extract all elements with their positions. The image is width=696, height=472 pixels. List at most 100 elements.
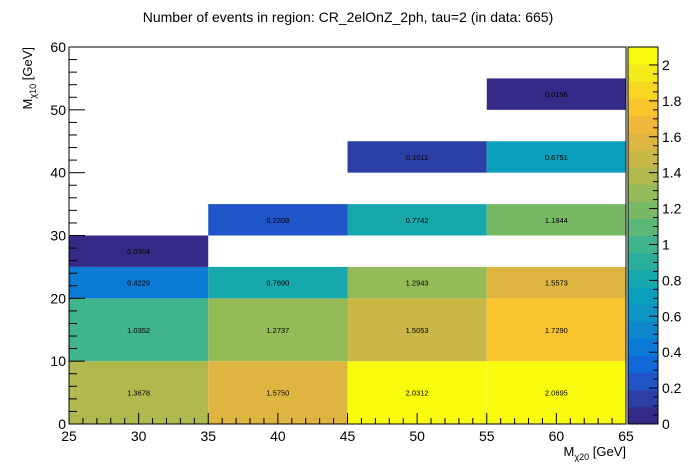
x-tick-label: 40 <box>270 428 286 444</box>
heatmap-cell-label: 1.5053 <box>406 326 429 335</box>
x-axis-title-unit: [GeV] <box>589 444 626 459</box>
color-scale-band <box>628 47 658 65</box>
heatmap-cell-label: 1.2943 <box>406 279 429 288</box>
heatmap-cell <box>208 298 348 362</box>
color-scale-band <box>628 64 658 82</box>
color-scale-band <box>628 321 658 339</box>
color-scale-axis: 0 0.2 0.4 0.6 0.8 1 1.2 1.4 1.6 1.8 2 <box>649 57 682 432</box>
heatmap-cell-label: 0.7742 <box>406 216 429 225</box>
color-scale-band <box>628 252 658 271</box>
color-scale-tick-label: 1.4 <box>662 165 682 181</box>
y-tick-label: 0 <box>58 416 66 432</box>
x-axis-title: Mχ20 [GeV] <box>564 444 626 462</box>
y-tick-label: 30 <box>50 228 66 244</box>
heatmap-cell-label: 0.1011 <box>406 153 428 162</box>
x-axis-title-sub: χ20 <box>574 452 589 462</box>
color-scale-tick-label: 1.6 <box>662 129 682 145</box>
heatmap-cell <box>486 298 626 362</box>
x-tick-label: 25 <box>61 428 77 444</box>
svg-text:Mχ10 [GeV]: Mχ10 [GeV] <box>20 47 38 109</box>
heatmap-cell <box>486 266 626 299</box>
x-tick-label: 35 <box>200 428 216 444</box>
color-scale-tick-label: 1.2 <box>662 201 682 217</box>
y-axis-title-sub: χ10 <box>28 84 38 99</box>
heatmap-cell-label: 1.1844 <box>545 216 568 225</box>
heatmap-cell-label: 1.5750 <box>266 389 289 398</box>
heatmap-cell-label: 1.5573 <box>545 279 568 288</box>
color-scale-band <box>628 304 658 322</box>
x-tick-label: 30 <box>131 428 147 444</box>
heatmap-cell-label: 0.7690 <box>266 279 289 288</box>
heatmap-cell-label: 0.4229 <box>127 279 150 288</box>
heatmap-cell <box>347 298 487 362</box>
svg-text:Mχ20 [GeV]: Mχ20 [GeV] <box>564 444 626 462</box>
color-scale-band <box>628 98 658 117</box>
heatmap-cell-label: 1.7290 <box>545 326 568 335</box>
heatmap-cell <box>347 266 487 299</box>
y-tick-label: 60 <box>50 39 66 55</box>
heatmap-cell-label: 0.0304 <box>127 247 150 256</box>
heatmap-cell-label: 0.0196 <box>545 90 568 99</box>
color-scale-tick-label: 1.8 <box>662 93 682 109</box>
heatmap-cell <box>486 78 626 110</box>
color-scale-band <box>628 166 658 185</box>
heatmap-cells <box>69 78 626 424</box>
heatmap-cell <box>208 266 348 299</box>
x-tick-label: 55 <box>479 428 495 444</box>
y-tick-label: 50 <box>50 102 66 118</box>
heatmap-cell <box>347 204 487 236</box>
heatmap-cell-label: 2.0312 <box>406 389 429 398</box>
y-axis-title: Mχ10 [GeV] <box>20 47 38 109</box>
color-scale-band <box>628 184 658 202</box>
color-scale-band <box>628 218 658 236</box>
heatmap-cell <box>69 266 209 299</box>
y-tick-label: 10 <box>50 353 66 369</box>
color-scale-band <box>628 269 658 288</box>
color-scale-band <box>628 389 658 408</box>
color-scale-tick-label: 1 <box>662 236 670 252</box>
y-axis: 0 10 20 30 40 50 60 <box>50 39 85 432</box>
heatmap-cell-label: 1.0352 <box>127 326 150 335</box>
x-tick-label: 45 <box>340 428 356 444</box>
color-scale-tick-label: 0.2 <box>662 380 682 396</box>
heatmap-cell <box>347 141 487 173</box>
color-scale-band <box>628 235 658 254</box>
heatmap-cell <box>486 141 626 173</box>
color-scale-band <box>628 338 658 356</box>
heatmap-cell-label: 1.3678 <box>127 389 150 398</box>
heatmap-cell-label: 1.2737 <box>266 326 289 335</box>
y-tick-label: 20 <box>50 290 66 306</box>
color-scale <box>628 47 658 425</box>
color-scale-band <box>628 115 658 134</box>
x-axis: 25 30 35 40 45 50 55 60 65 <box>61 413 634 444</box>
y-axis-title-unit: [GeV] <box>20 47 35 84</box>
heatmap-cell <box>69 235 209 267</box>
heatmap-cell-labels: 1.3678 1.5750 2.0312 2.0695 1.0352 1.2737 1.50… <box>127 90 568 397</box>
color-scale-band <box>628 81 658 99</box>
color-scale-band <box>628 286 658 305</box>
heatmap-cell <box>208 204 348 236</box>
color-scale-band <box>628 132 658 151</box>
color-scale-tick-label: 0.4 <box>662 344 682 360</box>
color-scale-tick-label: 0.6 <box>662 308 682 324</box>
heatmap-cell <box>486 204 626 236</box>
color-scale-band <box>628 355 658 374</box>
y-tick-label: 40 <box>50 165 66 181</box>
chart-title: Number of events in region: CR_2elOnZ_2p… <box>143 9 554 25</box>
y-axis-title-main: M <box>20 99 35 110</box>
heatmap-cell-label: 0.2208 <box>266 216 289 225</box>
x-axis-title-main: M <box>564 444 575 459</box>
heatmap-cell-label: 0.6751 <box>545 153 568 162</box>
color-scale-band <box>628 201 658 219</box>
color-scale-band <box>628 149 658 168</box>
color-scale-band <box>628 372 658 391</box>
color-scale-tick-label: 0.8 <box>662 272 682 288</box>
x-tick-label: 50 <box>409 428 425 444</box>
heatmap-cell-label: 2.0695 <box>545 389 568 398</box>
heatmap-cell <box>69 298 209 362</box>
x-tick-label: 60 <box>549 428 565 444</box>
x-tick-label: 65 <box>618 428 634 444</box>
color-scale-tick-label: 2 <box>662 57 670 73</box>
color-scale-band <box>628 406 658 425</box>
